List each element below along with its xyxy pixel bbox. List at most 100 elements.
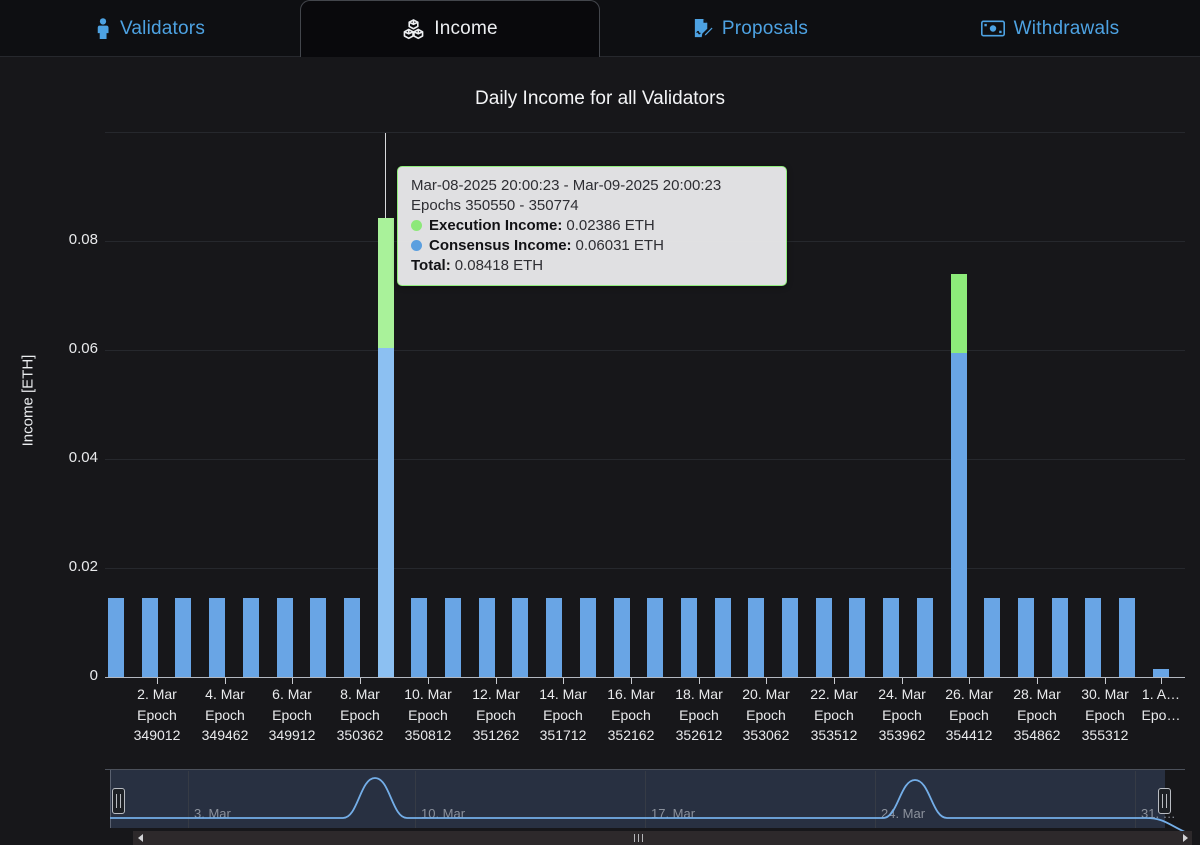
consensus-income-bar[interactable] (1017, 598, 1034, 677)
y-tick-label: 0 (89, 667, 98, 684)
consensus-income-bar[interactable] (647, 598, 664, 677)
x-axis-tick (292, 678, 293, 684)
consensus-income-bar[interactable] (883, 598, 900, 677)
navigator-gridline (188, 771, 189, 828)
consensus-income-bar[interactable] (680, 598, 697, 677)
x-tick-label: 16. Mar Epoch 352162 (607, 686, 655, 743)
consensus-income-bar[interactable] (1119, 598, 1135, 677)
consensus-income-bar[interactable] (613, 598, 630, 677)
crosshair-line (385, 133, 386, 218)
consensus-income-bar[interactable] (916, 598, 933, 677)
navigator-gridline (645, 771, 646, 828)
consensus-income-bar[interactable] (445, 598, 461, 677)
consensus-income-bar[interactable] (849, 598, 866, 677)
consensus-income-bar[interactable] (108, 598, 124, 677)
navigator-outline (105, 769, 1185, 770)
x-tick-label: 10. Mar Epoch 350812 (404, 686, 452, 743)
consensus-income-bar[interactable] (411, 598, 428, 677)
x-tick-label: 14. Mar Epoch 351712 (539, 686, 587, 743)
tooltip-execution-label: Execution Income: (429, 217, 563, 234)
consensus-income-bar[interactable] (546, 598, 563, 677)
arrow-right-icon (1182, 834, 1188, 842)
y-tick-label: 0.06 (68, 340, 98, 357)
tab-label: Proposals (721, 17, 809, 39)
y-tick-label: 0.04 (68, 449, 98, 466)
tab-validators[interactable]: Validators (0, 0, 300, 57)
consensus-income-bar[interactable] (343, 598, 360, 677)
tab-bar: Validators Income Proposals Withdrawals (0, 0, 1200, 57)
consensus-income-bar[interactable] (478, 598, 495, 677)
x-tick-label: 24. Mar Epoch 353962 (878, 686, 926, 743)
x-tick-label: 8. Mar Epoch 350362 (336, 686, 384, 743)
tooltip-consensus-label: Consensus Income: (429, 237, 572, 254)
x-axis-tick (766, 678, 767, 684)
y-tick-label: 0.08 (68, 231, 98, 248)
scrollbar-left-button[interactable] (133, 831, 147, 845)
consensus-income-bar[interactable] (579, 598, 596, 677)
tab-proposals[interactable]: Proposals (600, 0, 900, 57)
navigator-series-line (110, 777, 1186, 831)
tooltip-total-label: Total: (411, 257, 451, 274)
x-axis-tick (699, 678, 700, 684)
tooltip-date-range: Mar-08-2025 20:00:23 - Mar-09-2025 20:00… (411, 177, 722, 194)
consensus-income-bar[interactable] (714, 598, 731, 677)
consensus-income-bar[interactable] (242, 598, 259, 677)
x-axis-tick (1161, 678, 1162, 684)
x-axis-tick (360, 678, 361, 684)
consensus-income-bar[interactable] (1085, 598, 1102, 677)
tooltip-consensus-value: 0.06031 ETH (575, 237, 664, 254)
navigator-right-handle[interactable] (1158, 788, 1171, 814)
tab-income[interactable]: Income (300, 0, 600, 57)
consensus-income-bar[interactable] (310, 598, 327, 677)
y-gridline (105, 350, 1185, 351)
x-tick-label: 20. Mar Epoch 353062 (742, 686, 790, 743)
tab-withdrawals[interactable]: Withdrawals (900, 0, 1200, 57)
tab-label: Income (434, 18, 498, 39)
navigator-date-label: 24. Mar (881, 806, 926, 821)
consensus-income-bar[interactable] (815, 598, 832, 677)
consensus-income-bar[interactable] (141, 598, 158, 677)
consensus-income-bar[interactable] (209, 598, 226, 677)
navigator-gridline (415, 771, 416, 828)
x-axis-line (105, 677, 1185, 678)
execution-income-bar[interactable] (950, 274, 967, 353)
tooltip-total-value: 0.08418 ETH (454, 257, 544, 274)
y-tick-label: 0.02 (68, 558, 98, 575)
consensus-income-bar[interactable] (1152, 669, 1169, 677)
consensus-income-bar[interactable] (782, 598, 798, 677)
chart-title: Daily Income for all Validators (475, 88, 725, 109)
x-tick-label: 6. Mar Epoch 349912 (268, 686, 316, 743)
scrollbar-track[interactable] (133, 831, 1192, 845)
execution-income-dot-icon (411, 220, 422, 231)
scrollbar-right-button[interactable] (1178, 831, 1192, 845)
x-tick-label: 26. Mar Epoch 354412 (945, 686, 993, 743)
x-axis-tick (428, 678, 429, 684)
x-tick-label: 18. Mar Epoch 352612 (675, 686, 723, 743)
person-icon (95, 18, 111, 39)
consensus-income-bar[interactable] (512, 598, 529, 677)
navigator-gridline (875, 771, 876, 828)
consensus-income-bar[interactable] (984, 598, 1001, 677)
x-axis-tick (157, 678, 158, 684)
scrollbar-grip-icon[interactable] (634, 834, 643, 842)
x-axis-tick (225, 678, 226, 684)
x-axis-tick (1037, 678, 1038, 684)
y-gridline (105, 568, 1185, 569)
execution-income-bar[interactable] (377, 218, 394, 348)
consensus-income-bar[interactable] (377, 348, 394, 677)
x-axis-tick (902, 678, 903, 684)
y-gridline (105, 459, 1185, 460)
navigator-left-handle[interactable] (112, 788, 125, 814)
x-tick-label: 30. Mar Epoch 355312 (1081, 686, 1129, 743)
consensus-income-bar[interactable] (748, 598, 765, 677)
x-tick-label: 28. Mar Epoch 354862 (1013, 686, 1061, 743)
x-tick-label: 12. Mar Epoch 351262 (472, 686, 520, 743)
consensus-income-bar[interactable] (950, 353, 967, 677)
consensus-income-bar[interactable] (1051, 598, 1068, 677)
consensus-income-bar[interactable] (276, 598, 293, 677)
money-bill-icon (980, 20, 1005, 37)
arrow-left-icon (137, 834, 143, 842)
tooltip-total-row: Total: 0.08418 ETH (411, 256, 773, 276)
consensus-income-bar[interactable] (175, 598, 192, 677)
